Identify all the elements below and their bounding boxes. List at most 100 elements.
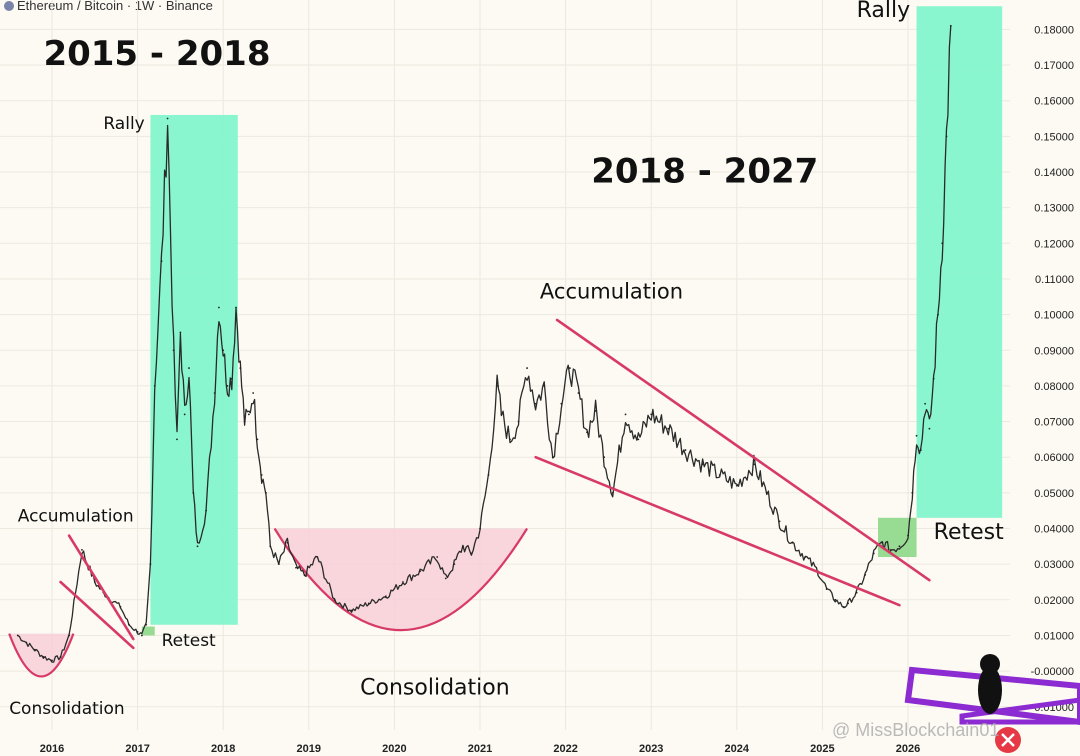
data-point [192,491,195,494]
data-point [825,588,828,591]
data-point [367,602,370,605]
data-point [804,556,807,558]
data-point [907,534,909,537]
y-tick-label: 0.15000 [1034,131,1074,143]
data-point [461,545,464,548]
y-tick-label: 0.02000 [1034,595,1074,607]
data-point [256,438,259,441]
purple-box-icon [904,666,1080,726]
data-point [16,634,19,637]
data-point [218,306,220,309]
data-point [534,402,537,405]
data-point [624,413,627,416]
data-point [265,491,267,494]
x-tick-label: 2024 [725,743,750,755]
data-point [205,509,207,512]
data-point [778,520,781,523]
data-point [222,349,225,352]
y-tick-label: 0.16000 [1034,96,1074,108]
data-point [333,598,336,601]
data-point [166,117,169,120]
x-axis[interactable]: 2016 2017 2018 2019 2020 2021 2022 2023 2024 2025… [40,743,920,755]
y-tick-label: 0.06000 [1034,452,1074,464]
data-point [911,491,914,494]
data-point [551,456,554,459]
arc-line-consolidation-2016 [8,633,75,678]
trendline-wedge-2022-upper [555,318,931,582]
data-point [753,463,755,466]
x-tick-label: 2025 [810,743,834,755]
data-point [526,367,528,369]
data-point [68,634,71,637]
annotation-retest: Retest [934,520,1004,545]
zone-retest-2017 [141,626,155,636]
x-tick-label: 2016 [40,743,64,755]
ethereum-logo-icon [4,1,14,11]
data-point [128,623,130,626]
data-point [444,577,447,580]
price-series [16,24,952,663]
annotation-accumulation: Accumulation [18,506,134,526]
data-point [949,24,952,27]
data-point [160,260,163,263]
y-tick-label: 0.01000 [1034,630,1074,642]
data-point [637,438,640,441]
data-point [295,566,297,569]
data-point [252,392,255,394]
data-point [650,413,653,416]
trendline-wedge-2022-lower [534,455,901,607]
data-point [436,556,439,558]
data-point [235,306,237,309]
data-point [834,598,837,601]
highlight-zones [141,6,1003,636]
data-point [735,484,738,487]
annotation-rally: Rally [103,114,144,134]
chart-title: Ethereum / Bitcoin · 1W · Binance [17,0,213,13]
y-tick-label: 0.08000 [1034,381,1074,393]
data-point [667,427,670,430]
data-point [350,609,353,612]
close-cross-icon [1001,733,1015,747]
data-point [577,392,580,394]
y-tick-label: 0.17000 [1034,60,1074,72]
data-point [419,570,421,573]
y-tick-label: 0.03000 [1034,559,1074,571]
data-point [59,655,62,658]
annotation-accumulation: Accumulation [540,280,683,304]
purple-bar-icon [959,697,1080,725]
data-point [119,606,122,608]
y-tick-label: 0.07000 [1034,417,1074,429]
data-point [791,541,794,544]
data-point [384,595,387,598]
data-point [247,413,250,416]
data-point [226,385,229,387]
data-point [500,413,503,416]
data-point [701,463,704,466]
chart-header: Ethereum / Bitcoin · 1W · Binance [4,0,213,13]
data-point [842,606,845,608]
data-point [479,527,481,530]
data-point [586,431,588,434]
y-axis[interactable]: -0.01000-0.000000.010000.020000.030000.0… [1031,24,1074,713]
data-point [145,623,148,626]
y-tick-label: 0.13000 [1034,203,1074,215]
data-point [269,545,272,548]
data-point [864,573,867,576]
data-point [915,434,918,437]
data-point [260,474,263,476]
trendlines [59,318,931,650]
zone-rally-2017 [150,114,238,625]
y-tick-label: -0.00000 [1031,666,1074,678]
data-point [919,449,922,451]
watermark: @ MissBlockchain01 [832,720,1000,740]
y-tick-label: 0.12000 [1034,238,1074,250]
data-point [543,385,546,387]
y-tick-label: 0.14000 [1034,167,1074,179]
data-point [453,563,456,566]
data-point [172,349,175,352]
data-point [230,377,233,380]
annotation-consolidation: Consolidation [9,699,125,719]
data-point [402,581,404,583]
data-point [149,563,152,566]
